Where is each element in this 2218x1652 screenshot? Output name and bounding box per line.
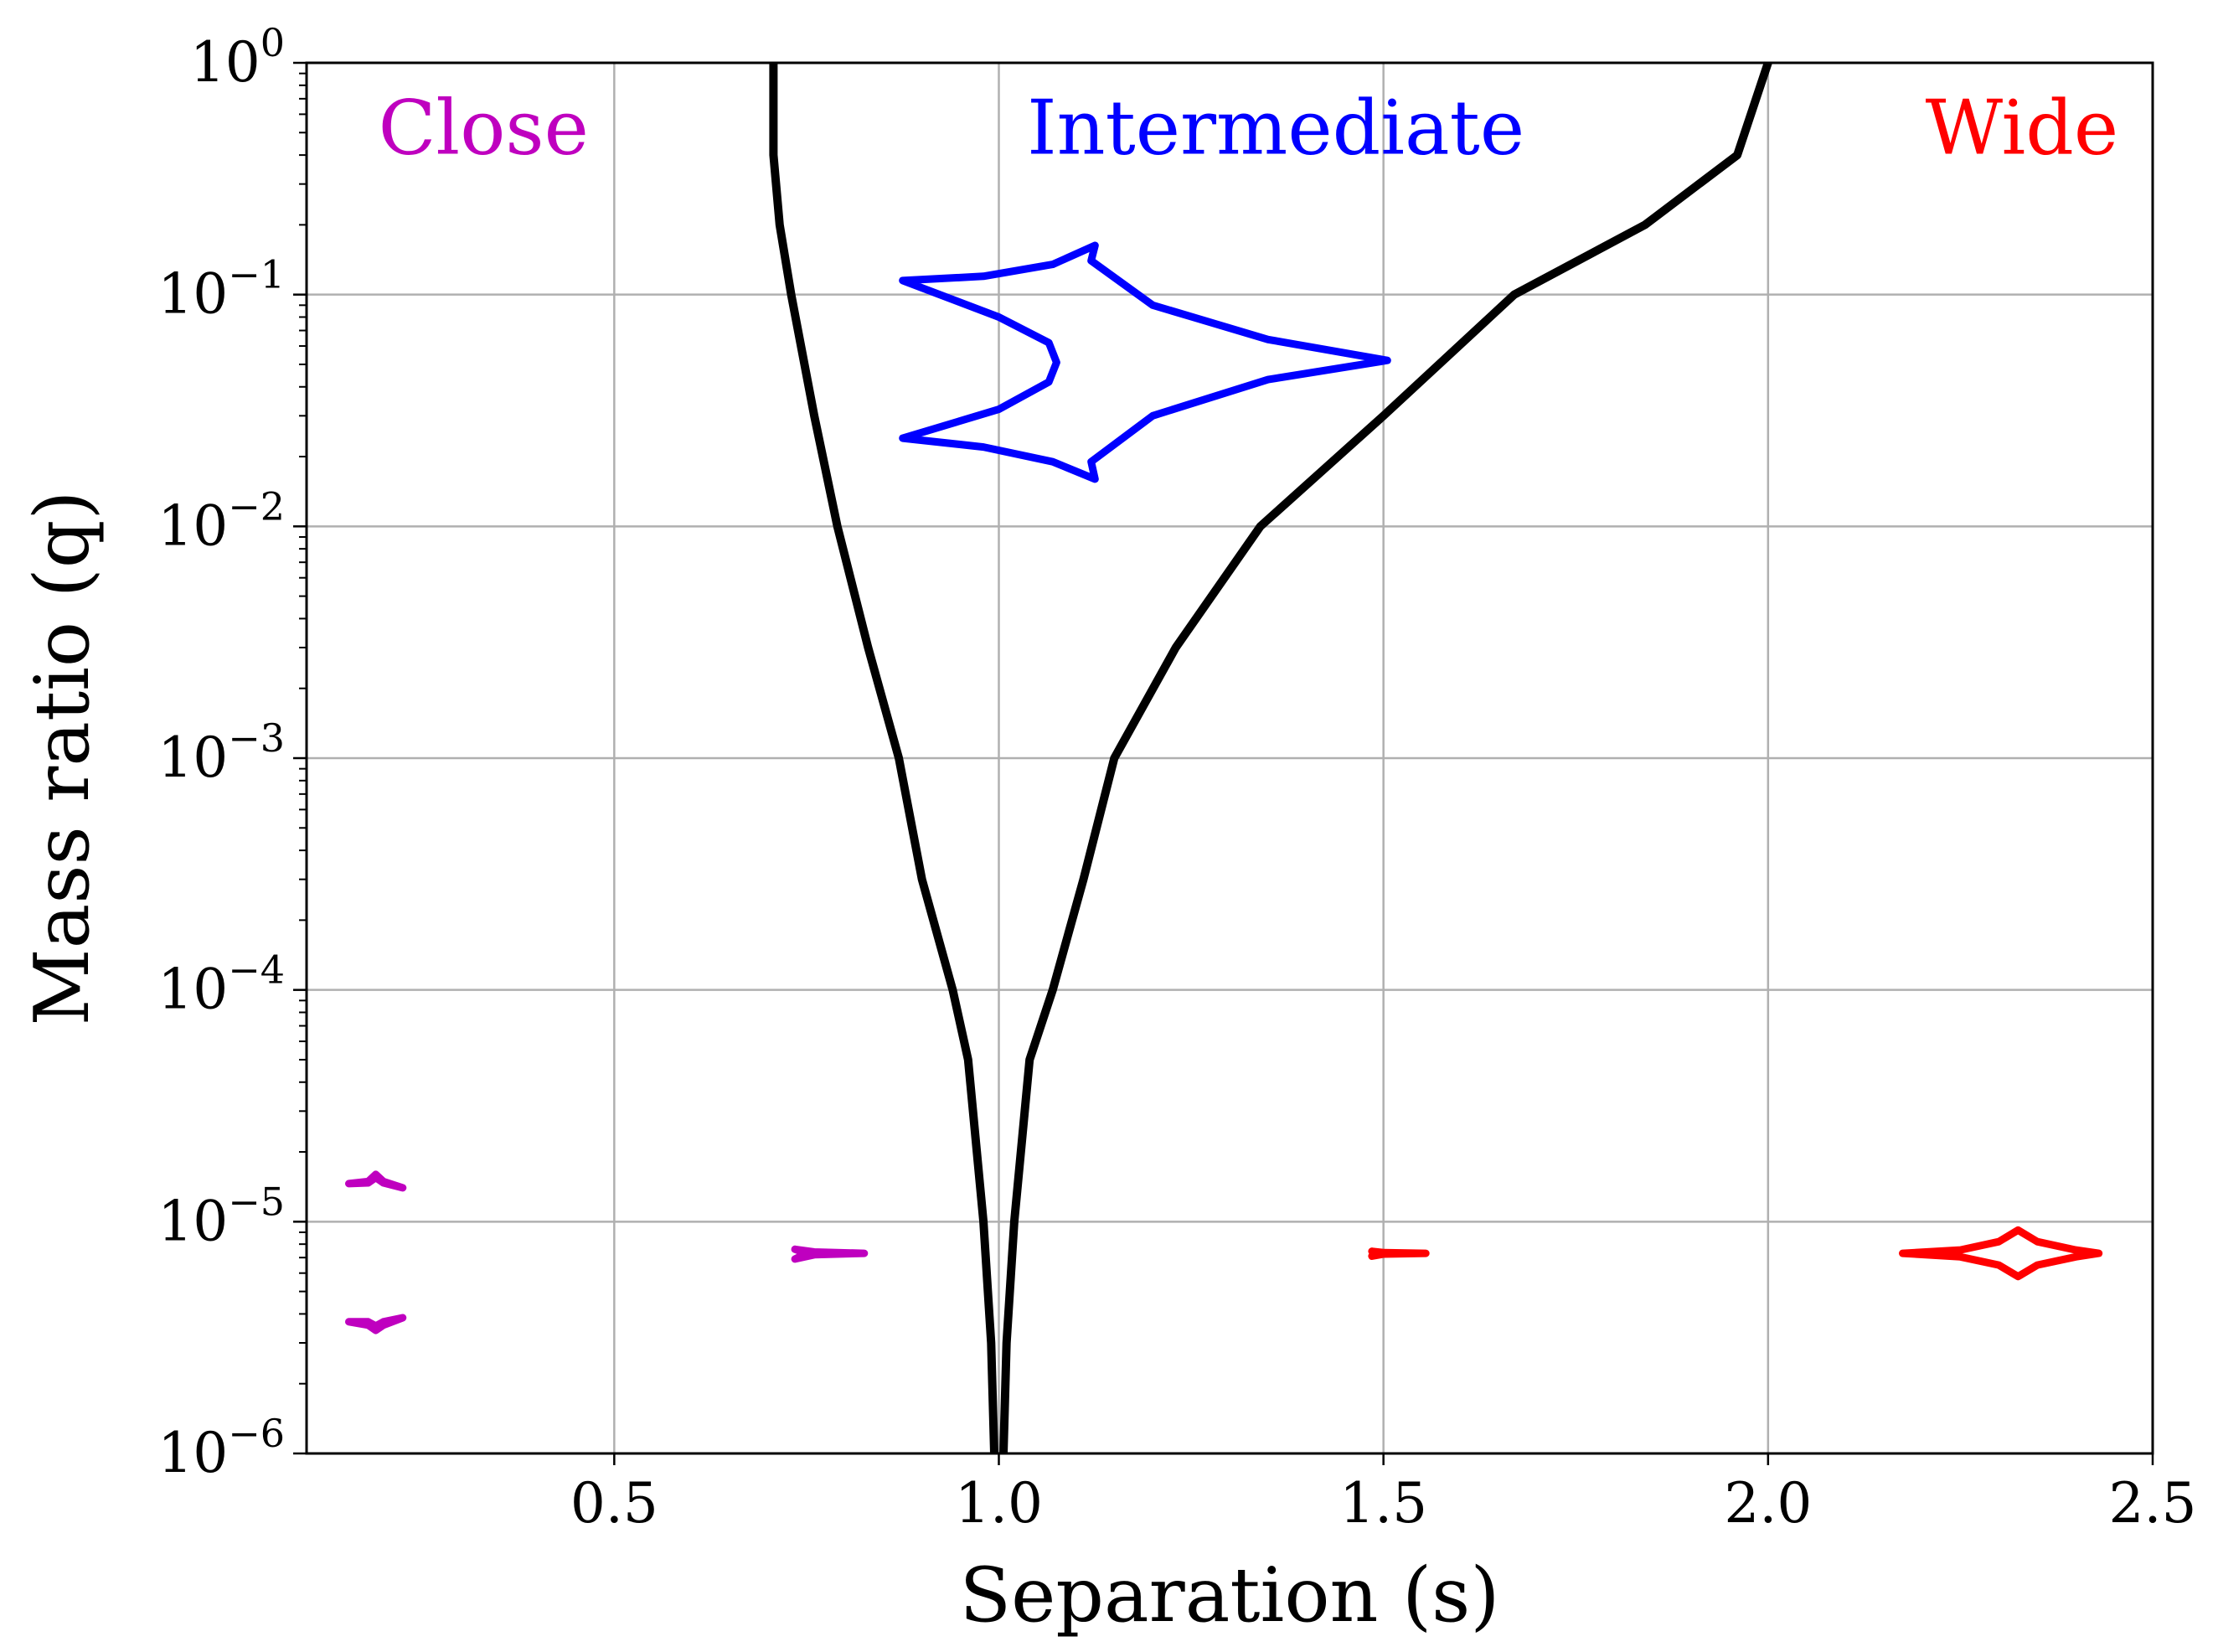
caustic-intermediate <box>899 241 1391 483</box>
y-tick-base: 10 <box>157 725 228 790</box>
axis-ticks: 0.5 1.0 1.5 2.0 2.510−610−510−410−310−210−11… <box>157 20 2196 1536</box>
y-tick-label: 10−1 <box>157 252 285 327</box>
caustic-close <box>345 1170 407 1192</box>
y-tick-base: 10 <box>157 958 228 1022</box>
caustic-close <box>345 1314 407 1335</box>
y-tick-label: 10−5 <box>157 1179 285 1253</box>
region-labels: Close Intermediate Wide <box>379 85 2119 173</box>
y-tick-exponent: −5 <box>228 1179 285 1224</box>
y-tick-exponent: −2 <box>228 483 285 529</box>
caustic-wide <box>1368 1247 1430 1260</box>
caustic-wide <box>1899 1226 2103 1281</box>
y-tick-exponent: 0 <box>260 20 285 65</box>
y-tick-label: 10−4 <box>157 947 285 1022</box>
caustic-close <box>791 1245 869 1263</box>
y-tick-exponent: −6 <box>228 1411 285 1456</box>
y-tick-label: 100 <box>190 20 285 95</box>
x-axis-title: Separation (s) <box>960 1551 1500 1639</box>
x-tick-label: 2.5 <box>2109 1471 2197 1536</box>
region-label-intermediate: Intermediate <box>1027 85 1524 173</box>
y-tick-base: 10 <box>157 262 228 327</box>
y-tick-base: 10 <box>157 1189 228 1253</box>
region-label-wide: Wide <box>1926 85 2119 173</box>
y-tick-label: 10−2 <box>157 483 285 558</box>
y-tick-exponent: −3 <box>228 715 285 761</box>
region-label-close: Close <box>379 85 589 173</box>
boundary-curve <box>769 63 998 1454</box>
y-tick-base: 10 <box>190 30 260 95</box>
y-axis-title: Mass ratio (q) <box>18 490 106 1025</box>
x-tick-label: 1.0 <box>955 1471 1043 1536</box>
y-tick-label: 10−6 <box>157 1411 285 1485</box>
y-tick-base: 10 <box>157 1421 228 1485</box>
y-tick-exponent: −1 <box>228 252 285 297</box>
y-tick-exponent: −4 <box>228 947 285 993</box>
x-tick-label: 0.5 <box>570 1471 658 1536</box>
x-tick-label: 2.0 <box>1724 1471 1812 1536</box>
boundary-curve <box>999 61 1772 1454</box>
y-tick-base: 10 <box>157 493 228 558</box>
x-tick-label: 1.5 <box>1339 1471 1427 1536</box>
y-tick-label: 10−3 <box>157 715 285 790</box>
plot-area <box>345 61 2103 1454</box>
